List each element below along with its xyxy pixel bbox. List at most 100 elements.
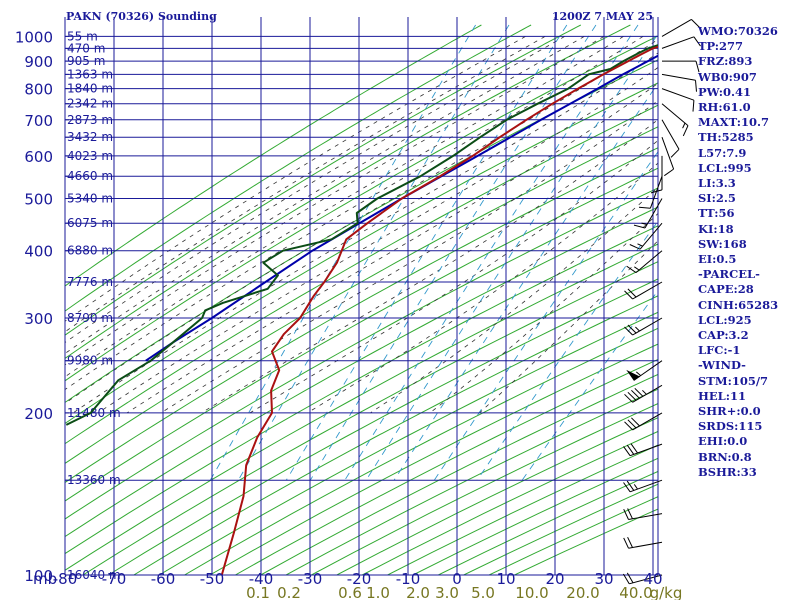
index-entry: RH:61.0: [698, 100, 751, 114]
mixing-ratio-label: 0.1: [246, 584, 270, 600]
wind-barb: [624, 317, 663, 336]
height-label: 8790 m: [67, 311, 113, 325]
dry-adiabat: [65, 243, 658, 571]
pressure-tick-label: 100: [24, 567, 53, 585]
wind-barb: [661, 18, 700, 37]
height-label: 3432 m: [67, 130, 113, 144]
height-label: 470 m: [67, 41, 105, 55]
index-entry: LCL:995: [698, 160, 752, 175]
height-label: 4660 m: [67, 169, 113, 183]
index-entry: TT:56: [698, 206, 735, 221]
wind-barb: [623, 508, 663, 520]
height-label: 9980 m: [67, 354, 113, 368]
wind-barb: [624, 412, 663, 431]
pressure-unit-label: mb: [33, 570, 57, 588]
height-label: 1840 m: [67, 82, 113, 96]
dry-adiabat: [65, 206, 658, 538]
height-label: 6075 m: [67, 216, 113, 230]
mixing-ratio-label: 1.0: [366, 584, 390, 600]
moist-adiabat: [201, 119, 658, 414]
index-entry: SRDS:115: [698, 419, 763, 434]
chart-title: PAKN (70326) Sounding: [66, 10, 217, 23]
mixing-ratio-label: 5.0: [471, 584, 495, 600]
index-entry: CAP:3.2: [698, 328, 749, 342]
index-entry: HEL:11: [698, 388, 746, 403]
wind-barb: [626, 360, 663, 381]
dry-adiabat: [158, 311, 658, 575]
mixing-ratio-label: 2.0: [406, 584, 430, 600]
pressure-tick-label: 200: [24, 405, 53, 423]
index-entry: TH:5285: [698, 130, 754, 145]
temperature-tick-label: -50: [200, 570, 225, 588]
wind-barb: [661, 137, 675, 177]
index-entry: LI:3.3: [698, 176, 736, 190]
dry-adiabat: [65, 126, 658, 464]
temperature-tick-label: -10: [396, 570, 421, 588]
height-label: 4023 m: [67, 149, 113, 163]
height-label: 13360 m: [67, 473, 121, 487]
index-entry: WMO:70326: [698, 24, 778, 38]
temperature-tick-label: 40: [643, 570, 662, 588]
index-entry: KI:18: [698, 221, 734, 236]
index-entry: BRN:0.8: [698, 449, 752, 464]
mixing-ratio-label: 40.0: [619, 584, 652, 600]
temperature-tick-label: 0: [452, 570, 462, 588]
moist-adiabat: [65, 36, 605, 366]
height-label: 7776 m: [67, 275, 113, 289]
height-label: 1363 m: [67, 67, 113, 81]
index-entry: EI:0.5: [698, 252, 737, 266]
mixing-ratio-label: g/kg: [650, 584, 683, 600]
dewpoint-trace: [65, 44, 658, 426]
mixing-ratio-label: 10.0: [515, 584, 548, 600]
height-label: 2342 m: [67, 97, 113, 111]
pressure-tick-label: 500: [24, 191, 53, 209]
mixing-ratio-line: [344, 24, 639, 481]
moist-adiabat: [65, 36, 565, 344]
temperature-tick-label: -20: [347, 570, 372, 588]
dry-adiabat: [65, 104, 658, 445]
dry-adiabat: [65, 167, 658, 502]
index-entry: LFC:-1: [698, 343, 741, 358]
moist-adiabat: [429, 212, 658, 414]
index-entry: LCL:925: [698, 312, 752, 327]
index-entry: SI:2.5: [698, 191, 736, 206]
wind-barb: [661, 36, 701, 49]
temperature-tick-label: -30: [298, 570, 323, 588]
pressure-tick-label: 700: [24, 112, 53, 130]
index-entry: WB0:907: [698, 69, 757, 84]
dry-adiabat: [65, 24, 631, 360]
height-label: 5340 m: [67, 192, 113, 206]
wind-barb: [629, 222, 663, 250]
wind-barb: [661, 73, 697, 92]
dry-adiabat: [65, 24, 532, 312]
dry-adiabat: [82, 261, 658, 575]
wind-barb: [662, 60, 700, 73]
moist-adiabat: [65, 36, 644, 391]
wind-barb: [624, 384, 663, 403]
index-entry: PW:0.41: [698, 84, 752, 99]
height-label: 55 m: [67, 29, 98, 43]
index-entry: L57:7.9: [698, 145, 747, 160]
dry-adiabat: [65, 187, 658, 520]
mixing-ratio-label: 0.6: [338, 584, 362, 600]
temperature-tick-label: -40: [249, 570, 274, 588]
temperature-tick-label: 10: [496, 570, 515, 588]
pressure-tick-label: 1000: [15, 28, 53, 46]
temperature-tick-label: -70: [102, 570, 127, 588]
mixing-ratio-label: 0.2: [277, 584, 301, 600]
index-entry: MAXT:10.7: [698, 115, 769, 130]
index-entry: CAPE:28: [698, 282, 754, 297]
index-entry: -WIND-: [698, 358, 746, 373]
index-entry: CINH:65283: [698, 297, 779, 312]
mixing-ratio-line: [209, 24, 476, 481]
dry-adiabat: [65, 59, 658, 404]
mixing-ratio-label: 3.0: [435, 584, 459, 600]
height-label: 11480 m: [67, 406, 121, 420]
index-entry: -PARCEL-: [698, 267, 760, 282]
wind-barb: [633, 198, 663, 229]
dry-adiabat: [108, 278, 658, 575]
wind-barb: [661, 88, 695, 112]
index-entry: EHI:0.0: [698, 434, 748, 449]
temperature-tick-label: 30: [594, 570, 613, 588]
